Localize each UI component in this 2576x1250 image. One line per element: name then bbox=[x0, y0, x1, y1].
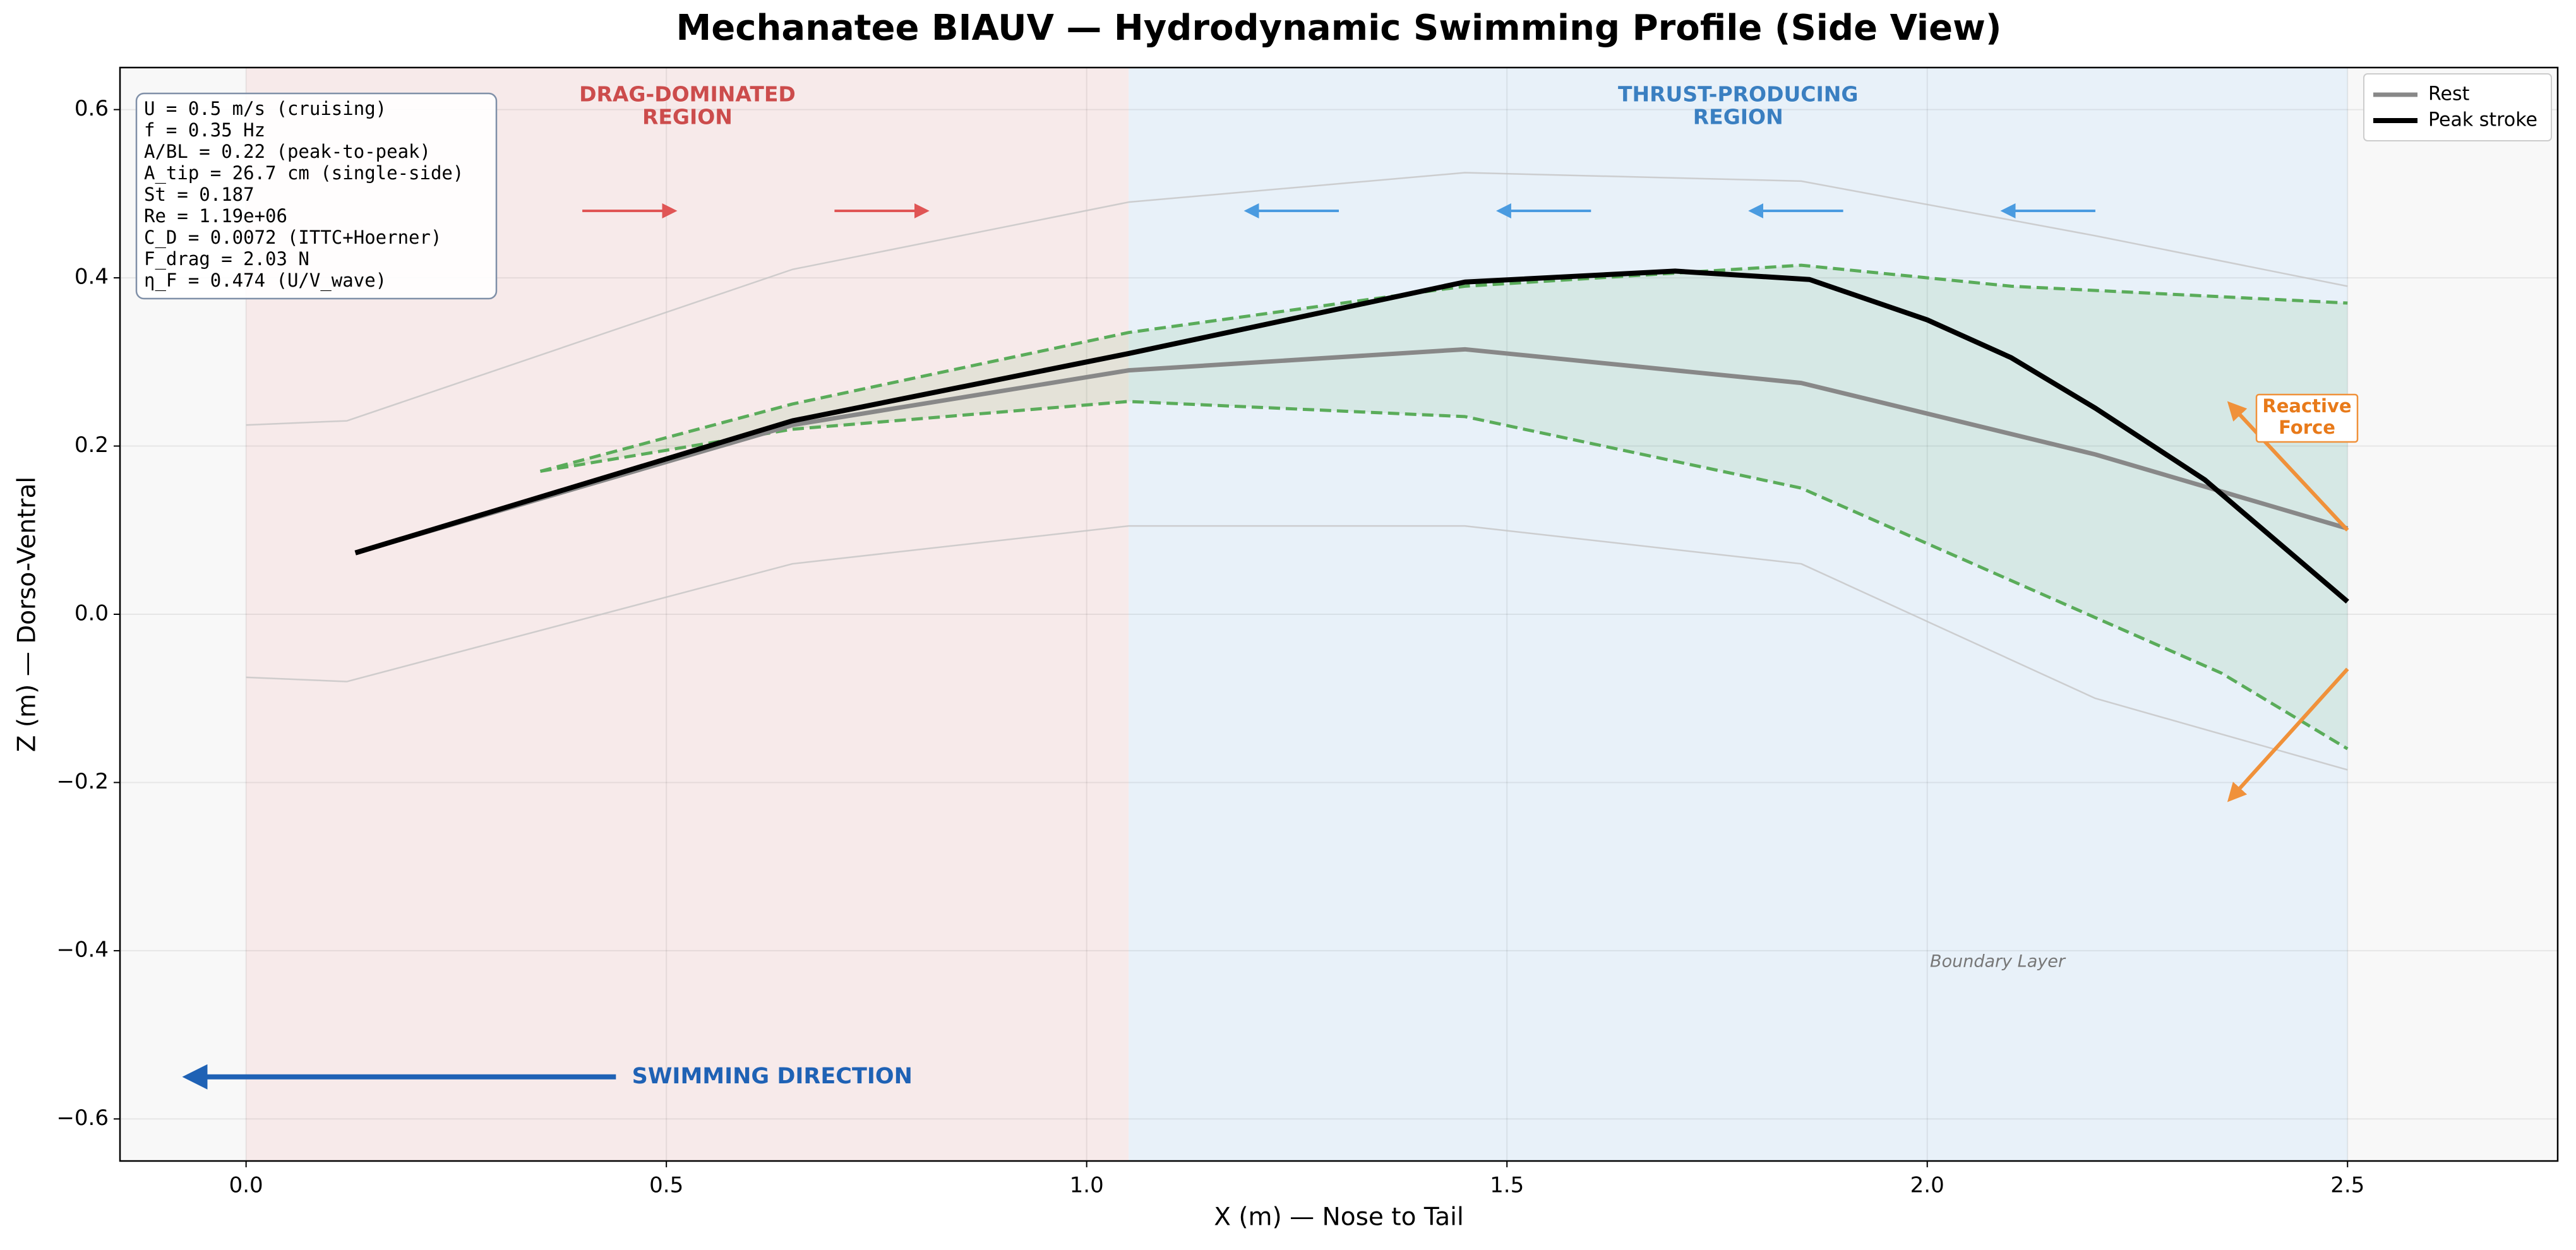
swim-label: SWIMMING DIRECTION bbox=[632, 1064, 913, 1089]
region-label: DRAG-DOMINATED bbox=[579, 82, 796, 107]
series-line bbox=[540, 400, 2349, 751]
legend-label: Peak stroke bbox=[2428, 109, 2537, 131]
y-tick-label: 0.4 bbox=[75, 265, 109, 290]
reactive-label: Reactive bbox=[2262, 395, 2351, 417]
series-line bbox=[539, 263, 2348, 473]
x-tick-label: 1.5 bbox=[1490, 1173, 1524, 1198]
boundary-label: Boundary Layer bbox=[1930, 952, 2066, 972]
legend-box bbox=[2363, 73, 2552, 141]
series-line bbox=[354, 347, 2349, 556]
series-line bbox=[246, 172, 2348, 426]
x-tick-label: 0.0 bbox=[229, 1173, 263, 1198]
y-tick-label: 0.6 bbox=[75, 96, 109, 121]
y-tick-label: −0.6 bbox=[56, 1105, 109, 1131]
reactive-arrow bbox=[2227, 667, 2349, 802]
x-tick-label: 1.0 bbox=[1070, 1173, 1104, 1198]
info-line: A_tip = 26.7 cm (single-side) bbox=[144, 162, 464, 184]
region-label: REGION bbox=[642, 105, 733, 129]
info-line: f = 0.35 Hz bbox=[144, 119, 265, 141]
y-tick-label: 0.0 bbox=[75, 601, 109, 626]
reactive-arrow bbox=[2227, 401, 2349, 532]
info-line: C_D = 0.0072 (ITTC+Hoerner) bbox=[144, 227, 441, 249]
reactive-label: Force bbox=[2279, 417, 2335, 438]
chart-title: Mechanatee BIAUV — Hydrodynamic Swimming… bbox=[676, 8, 2002, 49]
y-tick-label: −0.4 bbox=[56, 937, 109, 962]
y-tick-label: −0.2 bbox=[56, 769, 109, 794]
legend-label: Rest bbox=[2428, 83, 2470, 105]
x-tick-label: 2.5 bbox=[2330, 1173, 2364, 1198]
reactive-box bbox=[2255, 393, 2359, 443]
y-tick-label: 0.2 bbox=[75, 432, 109, 458]
info-line: F_drag = 2.03 N bbox=[144, 248, 309, 270]
region-label: THRUST-PRODUCING bbox=[1618, 82, 1859, 107]
x-tick-label: 0.5 bbox=[649, 1173, 683, 1198]
series-line bbox=[354, 268, 2349, 604]
region bbox=[1129, 68, 2348, 1161]
info-line: U = 0.5 m/s (cruising) bbox=[144, 98, 386, 119]
series-line bbox=[246, 525, 2348, 771]
info-line: St = 0.187 bbox=[144, 184, 255, 205]
y-axis-label: Z (m) — Dorso-Ventral bbox=[13, 477, 42, 752]
info-line: A/BL = 0.22 (peak-to-peak) bbox=[144, 141, 431, 162]
plot-frame bbox=[119, 66, 2559, 1162]
x-tick-label: 2.0 bbox=[1910, 1173, 1944, 1198]
region-label: REGION bbox=[1693, 105, 1783, 129]
x-axis-label: X (m) — Nose to Tail bbox=[1214, 1203, 1464, 1232]
info-line: Re = 1.19e+06 bbox=[144, 205, 287, 227]
info-line: η_F = 0.474 (U/V_wave) bbox=[144, 270, 386, 292]
info-box bbox=[135, 92, 498, 300]
envelope-fill bbox=[540, 265, 2348, 749]
